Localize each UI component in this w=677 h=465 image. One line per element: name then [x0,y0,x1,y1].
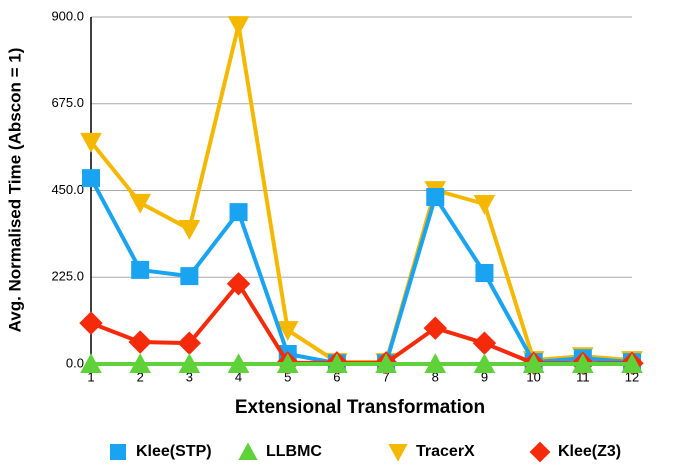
data-point [473,194,496,215]
series-line [89,23,633,365]
data-point [621,353,643,373]
x-tick-label: 11 [576,369,590,384]
data-point [80,132,102,153]
data-point [472,331,497,355]
data-point [423,316,447,340]
data-point [128,330,152,354]
legend-label: TracerX [416,443,475,460]
x-tick-label: 6 [333,369,340,384]
data-point [326,353,348,373]
data-point [227,16,250,36]
x-tick-label: 12 [625,369,639,384]
data-point [473,353,496,373]
x-tick-label: 2 [137,369,144,384]
data-point [276,321,299,341]
series-line [90,281,632,366]
x-axis-label: Extensional Transformation [235,397,485,418]
data-point [426,188,445,207]
x-tick-label: 3 [186,369,193,384]
series-line [89,177,633,366]
data-point [178,220,201,240]
data-point [80,353,102,373]
x-tick-label: 10 [526,369,540,384]
data-point [375,353,397,373]
data-point [129,193,151,214]
data-point [131,260,150,279]
y-tick-label: 450.0 [51,182,84,197]
data-point [522,353,545,373]
y-tick-label: 225.0 [51,269,84,284]
data-point [177,331,202,355]
data-point [178,353,201,373]
data-point [227,353,250,373]
y-tick-label: 0.0 [66,355,84,370]
data-point [276,353,299,373]
x-tick-label: 4 [235,369,242,384]
y-tick-label: 900.0 [51,8,84,23]
legend-label: LLBMC [266,443,322,460]
y-tick-label: 675.0 [51,95,84,110]
data-point [129,353,151,373]
data-point [226,272,251,296]
legend-marker [238,442,258,460]
data-point [424,353,447,373]
legend-marker [110,444,126,460]
legend-marker [529,441,551,463]
x-tick-label: 7 [382,369,389,384]
data-point [229,203,248,222]
x-tick-label: 5 [284,369,291,384]
x-tick-label: 9 [481,369,488,384]
data-point [180,267,199,286]
x-tick-label: 1 [87,369,94,384]
data-point [475,264,494,283]
legend-label: Klee(STP) [136,443,212,460]
data-point [572,353,594,373]
legend-marker [388,444,408,462]
legend-label: Klee(Z3) [558,443,621,460]
data-point [82,169,100,188]
data-point [79,311,103,335]
x-tick-label: 8 [432,369,439,384]
y-axis-label: Avg. Normalised Time (Abscon = 1) [5,48,24,333]
